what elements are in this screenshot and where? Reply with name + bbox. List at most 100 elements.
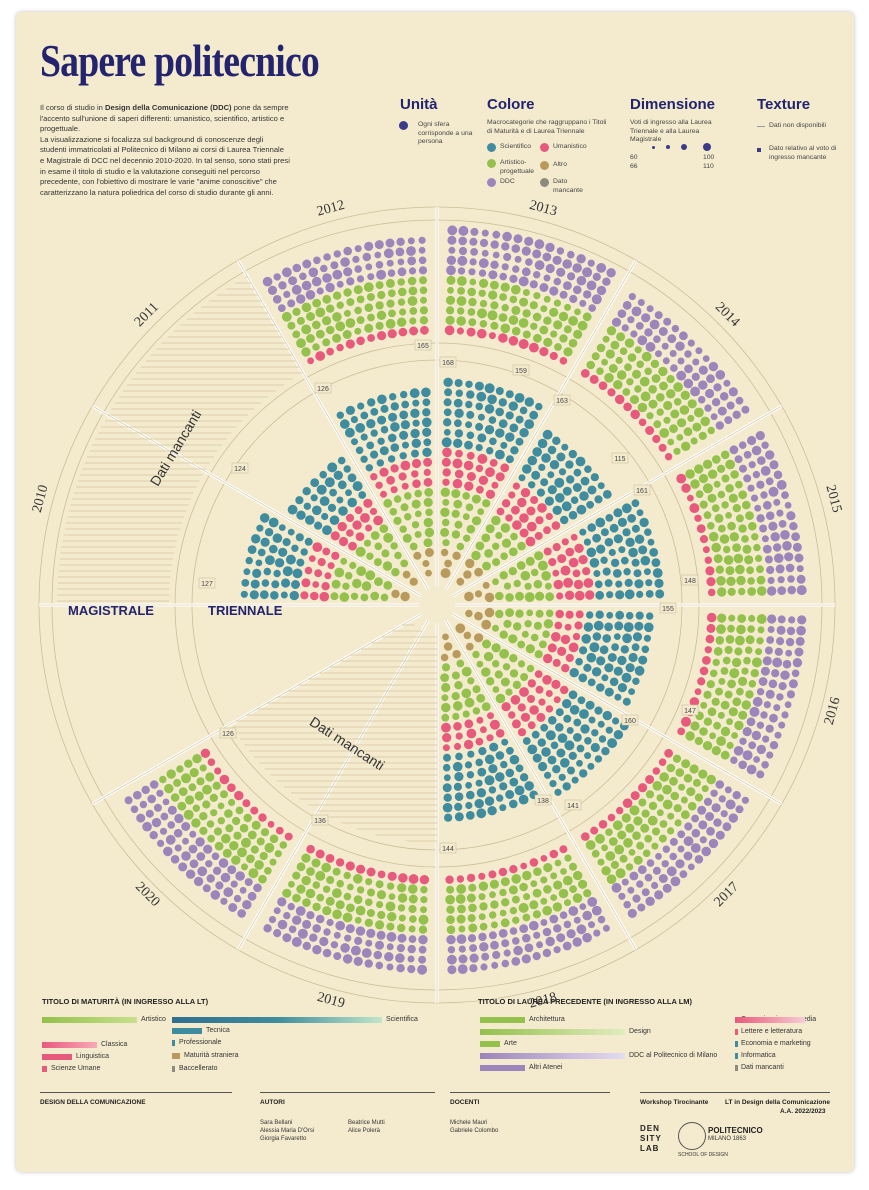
person-dot bbox=[273, 273, 281, 281]
person-dot bbox=[778, 520, 787, 528]
person-dot bbox=[588, 716, 596, 724]
person-dot bbox=[398, 327, 408, 337]
person-dot bbox=[502, 663, 511, 671]
person-dot bbox=[376, 459, 384, 467]
person-dot bbox=[370, 473, 378, 481]
person-dot bbox=[650, 359, 660, 369]
person-dot bbox=[715, 830, 725, 840]
person-dot bbox=[680, 390, 690, 400]
person-dot bbox=[726, 741, 734, 750]
person-dot bbox=[407, 965, 416, 974]
person-dot bbox=[777, 615, 786, 624]
person-dot bbox=[287, 299, 296, 308]
person-dot bbox=[656, 809, 664, 817]
person-dot bbox=[561, 443, 569, 451]
person-dot bbox=[456, 914, 466, 924]
person-dot bbox=[447, 965, 457, 975]
person-dot bbox=[728, 813, 738, 823]
person-dot bbox=[500, 918, 510, 928]
person-dot bbox=[654, 890, 664, 900]
person-dot bbox=[645, 342, 656, 352]
person-dot bbox=[364, 323, 374, 333]
person-dot bbox=[702, 355, 710, 362]
person-dot bbox=[264, 867, 272, 875]
person-dot bbox=[410, 408, 420, 418]
person-dot bbox=[557, 733, 568, 743]
person-dot bbox=[422, 417, 432, 428]
person-dot bbox=[594, 755, 603, 763]
person-dot bbox=[567, 250, 575, 259]
person-dot bbox=[748, 521, 757, 531]
person-dot bbox=[542, 429, 553, 440]
person-dot bbox=[658, 327, 668, 336]
person-dot bbox=[687, 399, 697, 409]
person-dot bbox=[387, 912, 397, 922]
person-dot bbox=[686, 787, 696, 797]
person-dot bbox=[259, 590, 269, 600]
person-dot bbox=[314, 521, 323, 530]
person-dot bbox=[655, 350, 662, 358]
person-dot bbox=[408, 267, 417, 275]
person-dot bbox=[787, 575, 795, 583]
person-dot bbox=[331, 579, 341, 589]
person-dot bbox=[239, 823, 249, 833]
person-dot bbox=[560, 634, 571, 645]
person-dot bbox=[785, 637, 795, 647]
person-dot bbox=[478, 881, 489, 891]
person-dot bbox=[692, 358, 700, 366]
person-dot bbox=[742, 544, 752, 554]
person-dot bbox=[564, 740, 575, 751]
key-bar bbox=[480, 1017, 525, 1023]
person-dot bbox=[468, 318, 477, 327]
person-dot bbox=[600, 528, 609, 537]
year-label: 2016 bbox=[822, 696, 844, 727]
person-dot bbox=[702, 656, 711, 665]
person-dot bbox=[478, 747, 487, 756]
person-dot bbox=[576, 924, 587, 935]
person-dot bbox=[523, 893, 531, 901]
sector-divider bbox=[92, 613, 422, 805]
person-dot bbox=[555, 493, 565, 503]
sector-divider bbox=[445, 620, 637, 950]
person-dot bbox=[478, 475, 489, 485]
person-dot bbox=[605, 828, 613, 836]
person-dot bbox=[614, 394, 625, 405]
person-dot bbox=[292, 263, 302, 273]
person-dot bbox=[656, 408, 664, 416]
person-dot bbox=[479, 299, 488, 308]
person-dot bbox=[247, 830, 257, 840]
person-dot bbox=[641, 888, 650, 897]
person-dot bbox=[301, 875, 311, 886]
person-dot bbox=[296, 338, 306, 349]
person-dot bbox=[397, 298, 406, 306]
person-dot bbox=[540, 305, 548, 313]
person-dot bbox=[305, 290, 316, 300]
person-dot bbox=[424, 548, 434, 557]
person-dot bbox=[365, 263, 373, 271]
legend-item: DDC bbox=[500, 178, 515, 185]
person-dot bbox=[679, 870, 688, 879]
person-dot bbox=[720, 450, 730, 460]
scale-dot bbox=[703, 143, 711, 151]
person-dot bbox=[402, 533, 412, 543]
person-dot bbox=[752, 696, 763, 707]
person-dot bbox=[393, 516, 402, 525]
person-dot bbox=[408, 894, 418, 904]
person-dot bbox=[774, 731, 782, 739]
person-dot bbox=[615, 580, 623, 588]
key-bar bbox=[735, 1029, 738, 1035]
person-dot bbox=[720, 667, 729, 675]
person-dot bbox=[313, 256, 321, 265]
person-dot bbox=[524, 592, 535, 603]
person-dot bbox=[513, 622, 522, 631]
person-dot bbox=[317, 558, 326, 567]
count-label: 165 bbox=[417, 343, 429, 350]
person-dot bbox=[246, 854, 255, 864]
person-dot bbox=[524, 582, 532, 590]
person-dot bbox=[189, 830, 197, 838]
person-dot bbox=[411, 499, 421, 509]
person-dot bbox=[464, 481, 474, 491]
person-dot bbox=[335, 920, 346, 931]
person-dot bbox=[508, 336, 519, 346]
person-dot bbox=[193, 876, 204, 887]
